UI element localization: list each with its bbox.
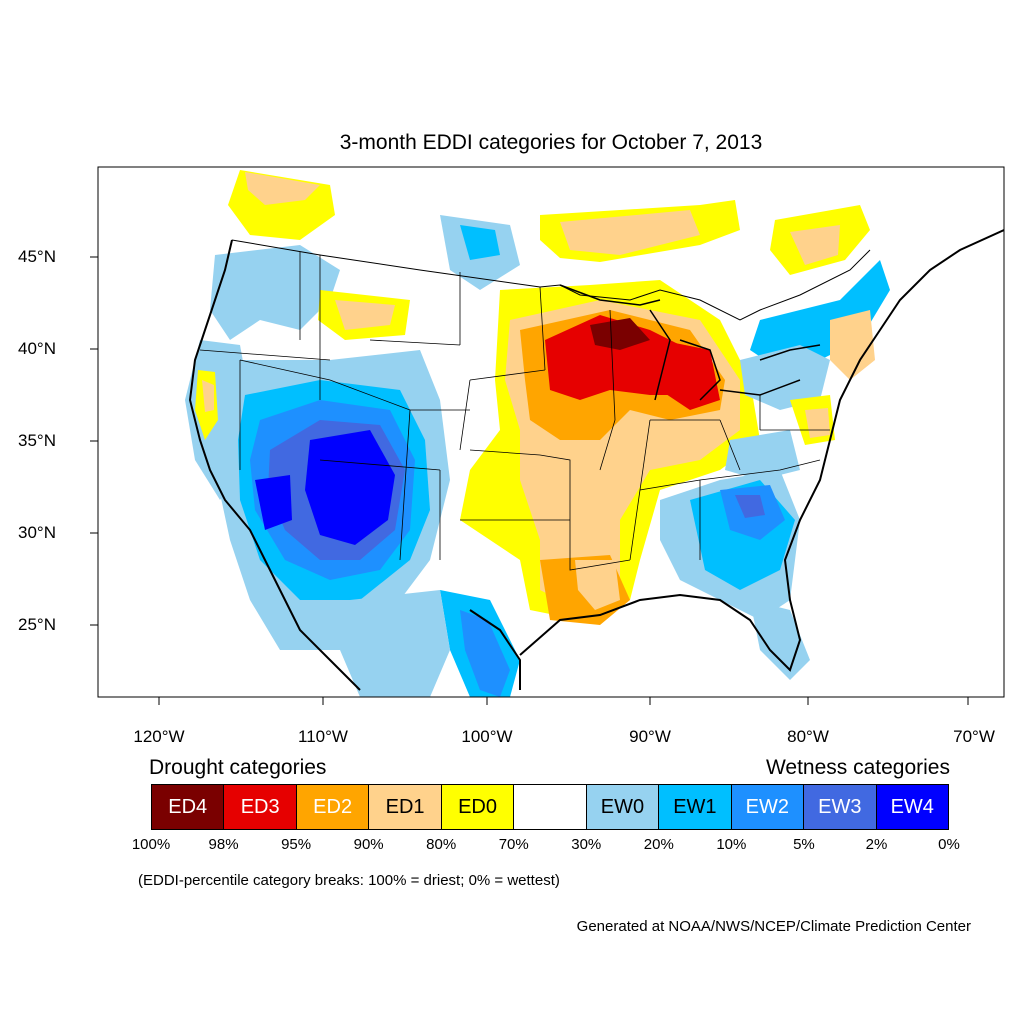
field-newengland-ed1 [830,310,875,380]
legend-box-ed1: ED1 [369,785,442,829]
field-quebec-ed1 [790,225,840,265]
field-michigan-ed3 [660,340,720,410]
field-southwest-ew4b [255,475,292,530]
category-fields [185,170,890,697]
legend-box-ew4: EW4 [876,785,948,829]
legend-percentile-label: 70% [498,836,529,853]
field-southeast-ew3 [735,495,765,518]
lon-label-100w: 100°W [461,727,513,746]
lat-label-35n: 35°N [18,431,56,450]
boundaries [188,229,1004,691]
legend-drought-heading: Drought categories [149,756,327,779]
lat-label-25n: 25°N [18,615,56,634]
legend-box-ew1: EW1 [659,785,732,829]
field-southwest-ew4 [305,430,395,545]
legend-percentile-label: 90% [353,836,384,853]
legend-percentile-label: 95% [281,836,312,853]
lat-label-45n: 45°N [18,247,56,266]
legend-percentile-label: 100% [131,836,171,853]
legend-percentile-label: 20% [643,836,674,853]
legend-percentile-label: 10% [716,836,747,853]
great-lakes [559,284,821,401]
legend-percentile-label: 2% [865,836,888,853]
legend-box-ed2: ED2 [296,785,370,829]
legend-note: (EDDI-percentile category breaks: 100% =… [138,872,560,889]
lon-label-70w: 70°W [953,727,995,746]
field-midatlantic-ed1 [805,408,830,438]
legend-box-ed3: ED3 [224,785,297,829]
credit-line: Generated at NOAA/NWS/NCEP/Climate Predi… [576,918,971,935]
map-title: 3-month EDDI categories for October 7, 2… [339,131,763,154]
legend-box-neutral [514,785,587,829]
field-louisiana-ed1 [575,560,620,610]
us-canada-border [231,239,871,321]
field-pnw-ew0 [210,245,340,340]
field-central-ed4 [590,318,650,350]
field-canada-west-ed1 [245,172,320,205]
field-calcoast-ed1 [202,380,214,412]
legend-box-ed4: ED4 [152,785,225,829]
state-lines [199,252,830,571]
field-mexico-ew0 [340,590,450,697]
west-coast [188,239,361,691]
lat-label-30n: 30°N [18,523,56,542]
field-montana-ed1 [335,300,395,330]
legend-percentile-label: 98% [208,836,239,853]
legend-colorbar: ED4 ED3 ED2 ED1 ED0 EW0 EW1 EW2 EW3 EW4 [151,784,949,830]
field-canada-east-ed1 [560,210,700,255]
legend-box-ew3: EW3 [804,785,877,829]
field-ohio-ew0 [725,430,800,480]
legend-percentile-label: 0% [938,836,960,853]
field-plains-north-ew1 [460,225,500,260]
lon-label-120w: 120°W [133,727,185,746]
legend-percentile-label: 30% [571,836,602,853]
legend-box-ew0: EW0 [586,785,660,829]
field-texas-coast-ew2 [460,610,510,697]
lat-label-40n: 40°N [18,339,56,358]
legend-box-ew2: EW2 [731,785,805,829]
field-florida-ew0 [750,600,810,680]
legend-percentile-label: 5% [793,836,815,853]
legend-wetness-heading: Wetness categories [765,756,950,779]
lon-label-80w: 80°W [787,727,829,746]
legend-percentile-label: 80% [426,836,457,853]
axis-ticks [90,256,969,705]
lon-label-90w: 90°W [629,727,671,746]
legend-box-ed0: ED0 [441,785,515,829]
gulf-coast [469,229,1004,690]
lon-label-110w: 110°W [298,727,348,746]
map-frame [97,166,1005,698]
